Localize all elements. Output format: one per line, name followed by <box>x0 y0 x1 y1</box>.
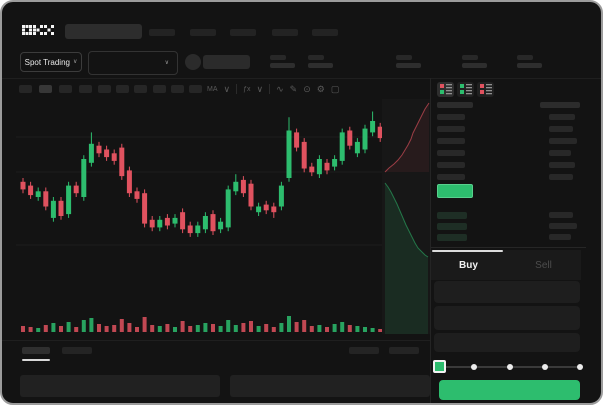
buy-submit-button[interactable] <box>439 380 580 400</box>
nav-item-skeleton[interactable] <box>190 29 216 36</box>
ask-price-skeleton[interactable] <box>437 162 465 168</box>
divider <box>269 84 271 94</box>
total-field-skeleton[interactable] <box>434 333 580 352</box>
slider-stop-dot[interactable] <box>471 364 478 370</box>
timeframe-button[interactable] <box>59 85 72 93</box>
stat-value-skeleton <box>517 63 542 68</box>
bid-price-skeleton[interactable] <box>437 212 467 219</box>
nav-item-skeleton[interactable] <box>272 29 298 36</box>
orderbook-view-bids-icon[interactable] <box>457 82 474 97</box>
okx-logo[interactable] <box>22 25 54 36</box>
slider-handle[interactable] <box>433 360 446 373</box>
ma-overlay-label[interactable]: MA <box>207 85 218 93</box>
ask-amount-skeleton[interactable] <box>549 174 573 180</box>
nav-item-skeleton[interactable] <box>312 29 338 36</box>
pair-name-skeleton <box>203 55 250 69</box>
stat-label-skeleton <box>517 55 533 60</box>
timeframe-button[interactable] <box>134 85 147 93</box>
orders-table-skeleton <box>230 375 430 397</box>
stat-label-skeleton <box>308 55 324 60</box>
timeframe-button[interactable] <box>171 85 184 93</box>
ask-price-skeleton[interactable] <box>437 126 465 132</box>
active-tab-underline <box>22 359 50 361</box>
chart-settings-icon[interactable]: ⚙ <box>316 83 325 94</box>
market-type-label: Spot Trading <box>24 57 70 67</box>
market-type-selector[interactable]: Spot Trading ∨ <box>20 52 82 72</box>
timeframe-button[interactable] <box>116 85 129 93</box>
stat-value-skeleton <box>308 63 333 68</box>
ask-price-skeleton[interactable] <box>437 138 465 144</box>
stat-label-skeleton <box>396 55 412 60</box>
line-draw-icon[interactable]: ∿ <box>276 83 284 94</box>
stat-label-skeleton <box>270 55 286 60</box>
bid-amount-skeleton[interactable] <box>549 223 577 229</box>
divider <box>431 247 586 248</box>
stat-value-skeleton <box>462 63 487 68</box>
divider <box>2 340 430 341</box>
chart-toolbar-icons: MA ∨ ƒx ∨ ∿ ✎ ⊙ ⚙ ▢ <box>207 81 339 97</box>
orders-filter-skeleton[interactable] <box>389 347 419 354</box>
ask-amount-skeleton[interactable] <box>549 126 573 132</box>
amount-field-skeleton[interactable] <box>434 306 580 330</box>
amount-slider[interactable] <box>433 360 583 373</box>
pair-icon-skeleton <box>185 54 201 70</box>
timeframe-button[interactable] <box>19 85 32 93</box>
bid-price-skeleton[interactable] <box>437 234 467 241</box>
orders-filter-skeleton[interactable] <box>349 347 379 354</box>
annotate-icon[interactable]: ✎ <box>289 83 298 94</box>
ask-price-skeleton[interactable] <box>437 150 465 156</box>
orderbook-view-asks-icon[interactable] <box>477 82 494 97</box>
orderbook-view-all-icon[interactable] <box>437 82 454 97</box>
tab-sell-label: Sell <box>535 259 552 271</box>
slider-stop-dot[interactable] <box>541 364 548 370</box>
timeframe-button[interactable] <box>153 85 166 93</box>
orders-tab-active[interactable] <box>22 347 50 354</box>
orders-table-skeleton <box>20 375 220 397</box>
stat-value-skeleton <box>396 63 421 68</box>
nav-item-skeleton[interactable] <box>230 29 256 36</box>
chevron-down-icon[interactable]: ∨ <box>256 83 264 94</box>
stat-label-skeleton <box>462 55 478 60</box>
ask-amount-skeleton[interactable] <box>549 138 577 144</box>
orderbook-header-skeleton <box>437 102 473 108</box>
chevron-down-icon: ∨ <box>72 59 78 65</box>
depth-chart[interactable] <box>382 99 430 334</box>
bid-price-skeleton[interactable] <box>437 223 467 230</box>
last-price-highlight[interactable] <box>437 184 473 198</box>
indicators-icon[interactable]: ƒx <box>243 85 251 93</box>
trade-tabs: Buy Sell <box>431 250 581 280</box>
orderbook-header-skeleton <box>540 102 580 108</box>
chevron-down-icon: ∨ <box>164 60 169 66</box>
ask-amount-skeleton[interactable] <box>549 150 571 156</box>
ask-price-skeleton[interactable] <box>437 114 465 120</box>
tab-sell[interactable]: Sell <box>506 250 581 280</box>
bid-amount-skeleton[interactable] <box>549 212 573 218</box>
timeframe-button[interactable] <box>79 85 92 93</box>
orders-tab[interactable] <box>62 347 92 354</box>
fullscreen-icon[interactable]: ▢ <box>330 83 340 94</box>
divider <box>236 84 238 94</box>
slider-stop-dot[interactable] <box>577 364 583 370</box>
candlestick-chart[interactable] <box>16 99 382 334</box>
orderbook-panel: Buy Sell <box>430 78 586 403</box>
nav-item-skeleton[interactable] <box>149 29 175 36</box>
pair-selector-dropdown[interactable]: ∨ <box>88 51 178 75</box>
timeframe-button[interactable] <box>39 85 52 93</box>
tab-buy[interactable]: Buy <box>431 250 506 280</box>
tab-buy-label: Buy <box>459 259 478 271</box>
timeframe-button[interactable] <box>98 85 111 93</box>
search-input[interactable] <box>65 24 142 39</box>
ask-price-skeleton[interactable] <box>437 174 465 180</box>
chevron-down-icon[interactable]: ∨ <box>223 83 231 94</box>
ask-amount-skeleton[interactable] <box>549 162 575 168</box>
price-field-skeleton[interactable] <box>434 281 580 303</box>
slider-stop-dot[interactable] <box>506 364 513 370</box>
timeframe-button[interactable] <box>189 85 202 93</box>
stat-value-skeleton <box>270 63 295 68</box>
screenshot-icon[interactable]: ⊙ <box>303 83 311 94</box>
ask-amount-skeleton[interactable] <box>549 114 575 120</box>
divider <box>2 78 601 79</box>
bid-amount-skeleton[interactable] <box>549 234 571 240</box>
